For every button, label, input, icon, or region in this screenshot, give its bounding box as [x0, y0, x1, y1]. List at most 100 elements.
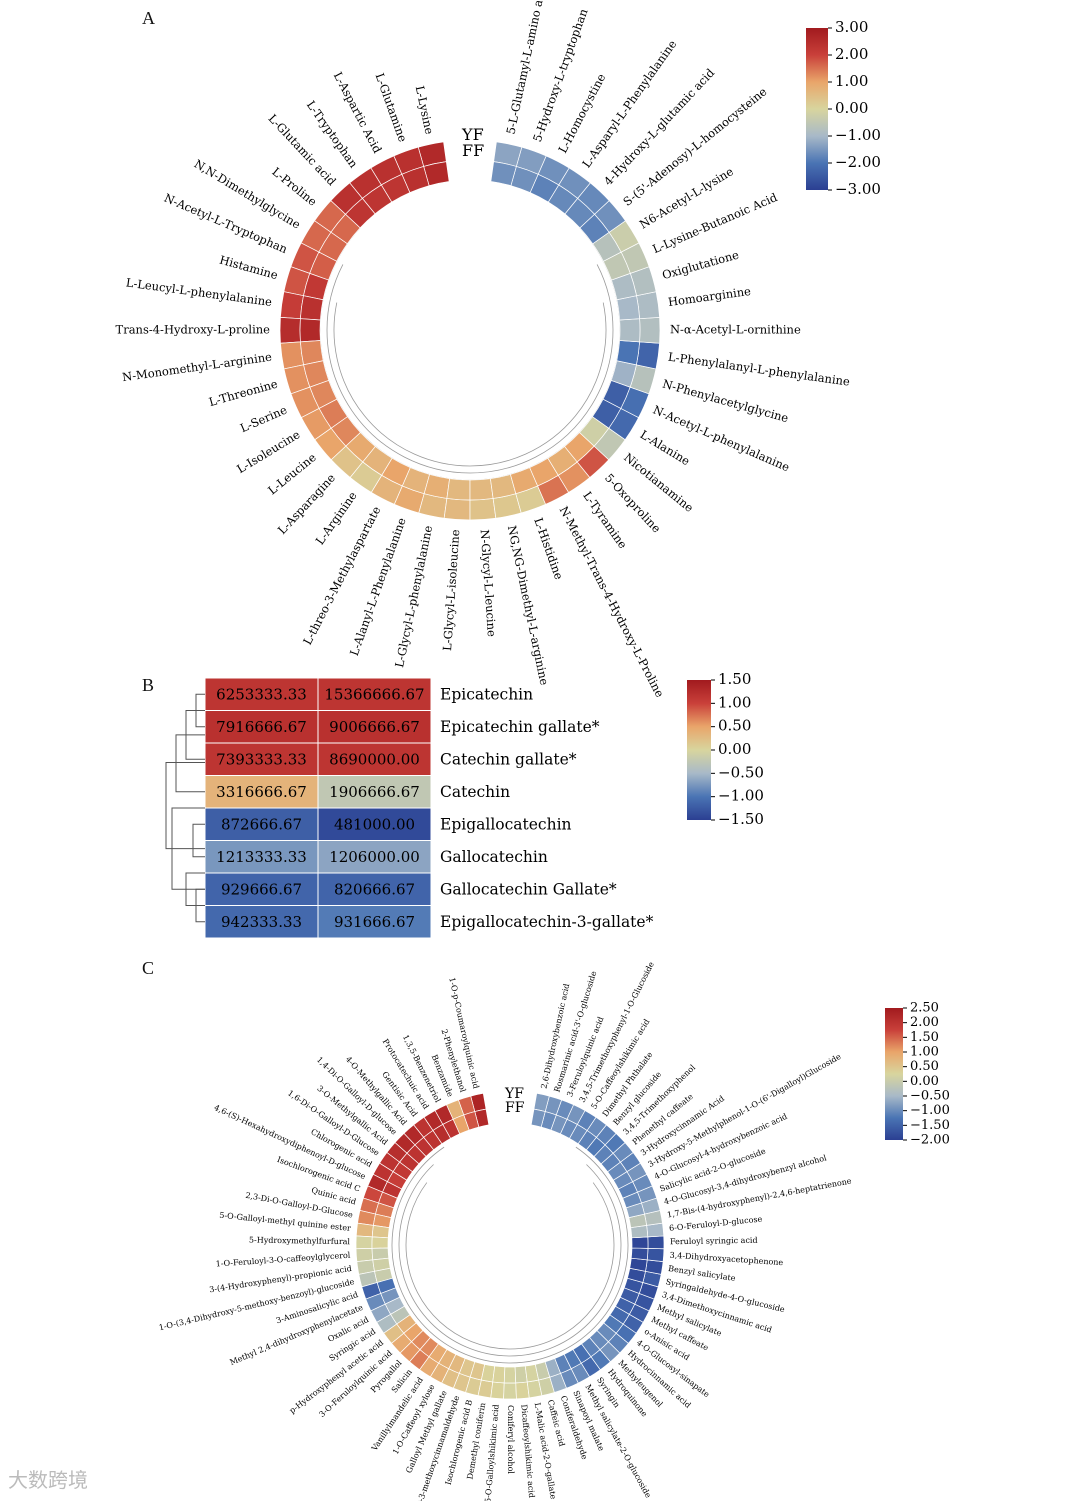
- heat-cell-ff: [399, 1152, 420, 1173]
- cell-value: 942333.33: [221, 913, 302, 931]
- cell-value: 6253333.33: [216, 685, 307, 703]
- heat-cell-ff: [309, 251, 338, 281]
- metabolite-label: 3,4-Dihydroxyacetophenone: [669, 1251, 783, 1268]
- heat-cell-yf: [646, 1248, 665, 1263]
- heat-cell-ff: [372, 1257, 391, 1272]
- heat-cell-ff: [401, 467, 431, 495]
- heat-cell-ff: [374, 1267, 394, 1283]
- heat-cell-yf: [490, 1381, 505, 1400]
- row-label-yf: YF: [504, 1086, 524, 1102]
- heat-cell-ff: [396, 1314, 417, 1334]
- metabolite-label: 4,6-(S)-Hexahydroxydiphenoyl-D-glucose: [213, 1103, 368, 1181]
- dendrogram-branch: [405, 1182, 615, 1350]
- colorbar-tick-label: −0.50: [718, 763, 764, 781]
- row-label-ff: FF: [462, 141, 484, 160]
- colorbar-tick-label: 0.00: [910, 1074, 939, 1089]
- heat-cell-yf: [639, 316, 661, 344]
- heat-cell-ff: [492, 1365, 506, 1384]
- heat-cell-ff: [469, 1361, 486, 1381]
- cell-value: 1906666.67: [329, 783, 420, 801]
- row-label: Catechin gallate*: [440, 750, 577, 768]
- metabolite-label: 5-Hydroxymethylfurfural: [249, 1236, 351, 1247]
- metabolite-label: L-Lysine: [413, 84, 437, 135]
- colorbar-tick-label: −2.00: [835, 153, 881, 171]
- heat-cell-ff: [330, 416, 361, 447]
- metabolite-label: L-Serine: [238, 402, 289, 435]
- heat-cell-ff: [375, 1202, 395, 1219]
- heat-cell-ff: [564, 197, 596, 229]
- cell-value: 7916666.67: [216, 718, 307, 736]
- heat-cell-ff: [299, 318, 321, 343]
- heat-cell-ff: [544, 1358, 562, 1378]
- heat-cell-ff: [381, 457, 411, 487]
- heat-cell-ff: [626, 1267, 646, 1283]
- dendrogram-branch: [398, 1164, 622, 1357]
- heat-cell-ff: [384, 1296, 405, 1315]
- heat-cell: [204, 807, 319, 841]
- heat-cell-ff: [361, 184, 393, 215]
- heat-cell-ff: [380, 173, 411, 203]
- colorbar-tick-label: −0.50: [910, 1089, 950, 1104]
- heat-cell-ff: [581, 1336, 601, 1358]
- cell-value: 481000.00: [334, 815, 415, 833]
- heat-cell-ff: [619, 318, 641, 343]
- row-label: Gallocatechin Gallate*: [440, 880, 617, 898]
- heat-cell-ff: [318, 231, 348, 262]
- heat-cell-ff: [623, 1277, 644, 1294]
- heat-cell-ff: [585, 1136, 606, 1158]
- metabolite-label: Homoarginine: [667, 284, 752, 309]
- metabolite-label: Dicaffeoylshikimic acid: [519, 1404, 536, 1498]
- cell-value: 3316666.67: [216, 783, 307, 801]
- heat-cell-ff: [630, 1247, 649, 1261]
- row-label: Catechin: [440, 783, 510, 801]
- colorbar-tick-label: −1.00: [835, 126, 881, 144]
- heat-cell-yf: [503, 1382, 517, 1400]
- heat-cell-yf: [280, 341, 305, 370]
- heat-cell-ff: [490, 474, 517, 499]
- metabolite-label: Trans-4-Hydroxy-L-proline: [116, 322, 271, 336]
- cell-value: 9006666.67: [329, 718, 420, 736]
- row-label: Gallocatechin: [440, 848, 548, 866]
- heat-cell-ff: [529, 457, 559, 487]
- heat-cell-ff: [428, 1343, 448, 1364]
- heat-cell-ff: [309, 379, 338, 409]
- heat-cell: [317, 840, 432, 874]
- panel-c-chart: 1-O-p-Coumaroylquinic acid2-Phenylethano…: [158, 960, 950, 1501]
- heat-cell-ff: [547, 445, 578, 476]
- metabolite-label: Coniferyl alcohol: [506, 1405, 515, 1474]
- heat-cell-ff: [554, 1353, 572, 1374]
- heat-cell-ff: [616, 340, 640, 366]
- heat-cell-ff: [423, 1130, 443, 1151]
- heat-cell-ff: [559, 1118, 578, 1139]
- colorbar-tick-label: 1.00: [718, 693, 751, 711]
- heat-cell-ff: [300, 295, 324, 321]
- heat-cell-ff: [392, 1161, 413, 1181]
- heat-cell-ff: [602, 251, 631, 281]
- heat-cell-ff: [300, 340, 324, 366]
- metabolite-label: N-α-Acetyl-L-ornithine: [670, 322, 801, 336]
- heat-cell-ff: [318, 398, 349, 429]
- panel-c-label: C: [142, 958, 155, 978]
- heat-cell-ff: [616, 295, 640, 321]
- cell-value: 15366666.67: [324, 685, 424, 703]
- heat-cell-ff: [503, 1366, 517, 1384]
- heat-cell-ff: [593, 1144, 614, 1165]
- heat-cell-ff: [628, 1213, 647, 1229]
- dendrogram-branch: [326, 264, 614, 474]
- dendrogram-branch: [175, 734, 205, 793]
- heat-cell-ff: [390, 1305, 411, 1325]
- heat-cell-ff: [524, 1363, 540, 1383]
- heat-cell-ff: [452, 1114, 470, 1135]
- colorbar-tick-label: 0.50: [910, 1059, 939, 1074]
- heat-cell-ff: [330, 213, 361, 245]
- heat-cell-ff: [563, 1348, 582, 1370]
- metabolite-label: N-Monomethyl-L-arginine: [121, 350, 273, 385]
- heat-cell-ff: [380, 1287, 401, 1305]
- cell-value: 929666.67: [221, 880, 302, 898]
- cell-value: 1206000.00: [329, 848, 420, 866]
- heat-cell: [317, 775, 432, 809]
- heat-cell-ff: [510, 166, 539, 194]
- cell-value: 7393333.33: [216, 750, 307, 768]
- heat-cell-yf: [280, 291, 304, 320]
- heat-cell-ff: [602, 379, 631, 409]
